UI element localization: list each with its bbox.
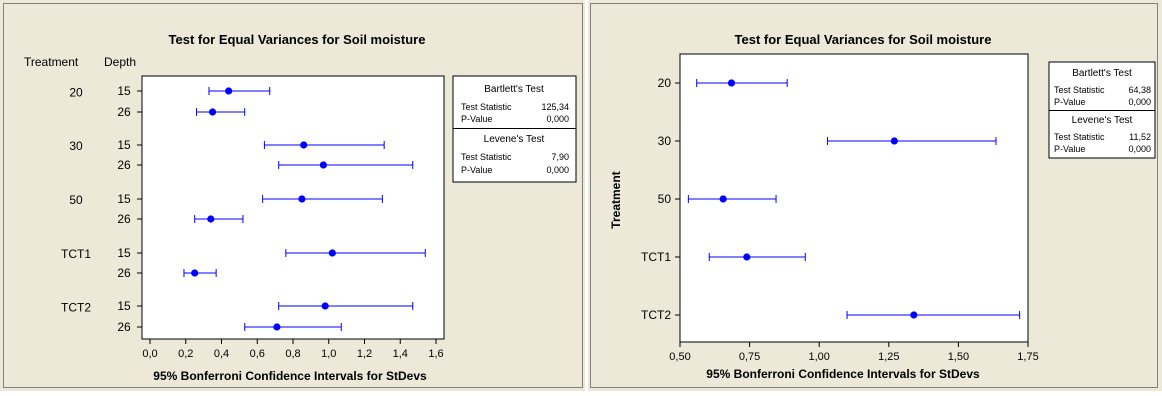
left-depth-label: 26 xyxy=(117,212,131,226)
left-interval-point xyxy=(225,87,233,95)
right-x-tick-label: 1,75 xyxy=(1017,351,1038,363)
left-interval-point xyxy=(298,195,306,203)
left-depth-label: 26 xyxy=(117,158,131,172)
left-depth-label: 15 xyxy=(117,192,131,206)
left-bartlett-stat-label: Test Statistic xyxy=(461,102,512,112)
right-chart-title: Test for Equal Variances for Soil moistu… xyxy=(735,32,992,47)
right-bartlett-stat-value: 64,38 xyxy=(1128,85,1151,95)
right-interval-point xyxy=(727,79,736,87)
left-x-tick-label: 0,8 xyxy=(285,348,300,360)
left-depth-label: 15 xyxy=(117,299,131,313)
left-treatment-label: 30 xyxy=(69,139,83,153)
left-test-box: Bartlett's Test Test Statistic 125,34 P-… xyxy=(452,75,577,183)
right-x-axis-label: 95% Bonferroni Confidence Intervals for … xyxy=(706,367,980,381)
left-interval-point xyxy=(300,141,308,149)
right-levene-p-value: 0,000 xyxy=(1128,144,1151,154)
left-depth-label: 15 xyxy=(117,138,131,152)
right-x-tick-label: 1,25 xyxy=(878,351,899,363)
left-x-tick-label: 0,2 xyxy=(178,348,193,360)
left-levene-stat-label: Test Statistic xyxy=(461,152,512,162)
right-panel-frame xyxy=(590,3,1158,388)
left-treatment-label: TCT2 xyxy=(61,301,91,315)
left-bartlett-stat-value: 125,34 xyxy=(541,102,569,112)
right-category-labels: 20 30 50 TCT1 TCT2 xyxy=(641,76,680,322)
right-levene-stat-label: Test Statistic xyxy=(1054,132,1105,142)
left-x-tick-label: 0,0 xyxy=(142,348,157,360)
right-interval-marks xyxy=(687,79,1021,319)
right-bartlett-p-label: P-Value xyxy=(1054,97,1085,107)
left-interval-point xyxy=(321,302,329,310)
left-x-axis: 0,0 0,2 0,4 0,6 0,8 1,0 1,2 1,4 1,6 xyxy=(142,339,444,360)
left-interval-point xyxy=(328,249,336,257)
right-x-tick-label: 1,50 xyxy=(948,351,969,363)
right-bartlett-p-value: 0,000 xyxy=(1128,97,1151,107)
right-plot-area xyxy=(679,53,1029,343)
right-category-label: 50 xyxy=(658,192,672,206)
right-category-label: TCT1 xyxy=(641,250,671,264)
left-panel-frame xyxy=(3,3,583,388)
left-header-depth: Depth xyxy=(104,55,136,69)
right-bartlett-title: Bartlett's Test xyxy=(1072,68,1132,79)
right-x-axis: 0,50 0,75 1,00 1,25 1,50 1,75 xyxy=(669,342,1039,363)
left-treatment-label: 20 xyxy=(69,86,83,100)
left-x-tick-label: 1,4 xyxy=(393,348,408,360)
right-bartlett-stat-label: Test Statistic xyxy=(1054,85,1105,95)
right-category-label: TCT2 xyxy=(641,308,671,322)
left-depth-label: 26 xyxy=(117,105,131,119)
left-plot-area xyxy=(141,75,445,340)
left-depth-label: 15 xyxy=(117,246,131,260)
left-x-tick-label: 0,6 xyxy=(250,348,265,360)
right-x-tick-label: 0,50 xyxy=(669,351,690,363)
left-header-treatment: Treatment xyxy=(24,55,79,69)
left-x-tick-label: 1,2 xyxy=(357,348,372,360)
left-levene-p-value: 0,000 xyxy=(546,165,569,175)
right-interval-point xyxy=(910,311,918,319)
left-levene-stat-value: 7,90 xyxy=(551,152,569,162)
left-bartlett-p-value: 0,000 xyxy=(546,114,569,124)
left-interval-point xyxy=(191,269,199,277)
left-interval-point xyxy=(207,215,215,223)
right-category-label: 30 xyxy=(658,134,672,148)
left-x-tick-label: 1,0 xyxy=(321,348,336,360)
left-interval-marks xyxy=(183,87,426,331)
right-interval-point xyxy=(719,195,727,203)
left-depth-label: 15 xyxy=(117,84,131,98)
left-x-axis-label: 95% Bonferroni Confidence Intervals for … xyxy=(153,369,427,383)
left-x-tick-label: 1,6 xyxy=(428,348,443,360)
left-interval-point xyxy=(319,161,327,169)
right-interval-point xyxy=(890,137,898,145)
left-interval-point xyxy=(208,108,217,116)
left-bartlett-p-label: P-Value xyxy=(461,114,492,124)
right-x-tick-label: 0,75 xyxy=(739,351,760,363)
left-treatment-label: 50 xyxy=(69,193,83,207)
left-bartlett-title: Bartlett's Test xyxy=(484,84,544,95)
right-levene-stat-value: 11,52 xyxy=(1129,132,1151,142)
left-levene-title: Levene's Test xyxy=(484,134,545,145)
left-chart-title: Test for Equal Variances for Soil moistu… xyxy=(169,32,426,47)
left-category-labels: 20 15 26 30 15 26 50 15 26 TCT1 15 26 TCT2 15 26 xyxy=(61,84,142,334)
left-x-tick-label: 0,4 xyxy=(214,348,229,360)
left-depth-label: 26 xyxy=(117,266,131,280)
right-interval-point xyxy=(743,253,751,261)
right-test-box: Bartlett's Test Test Statistic 64,38 P-V… xyxy=(1048,61,1156,159)
right-y-axis-label: Treatment xyxy=(609,171,623,228)
left-treatment-label: TCT1 xyxy=(61,247,91,261)
right-x-tick-label: 1,00 xyxy=(808,351,829,363)
left-depth-label: 26 xyxy=(117,320,131,334)
right-levene-p-label: P-Value xyxy=(1054,144,1085,154)
right-levene-title: Levene's Test xyxy=(1072,115,1133,126)
right-category-label: 20 xyxy=(658,76,672,90)
left-levene-p-label: P-Value xyxy=(461,165,492,175)
left-interval-point xyxy=(273,323,281,331)
